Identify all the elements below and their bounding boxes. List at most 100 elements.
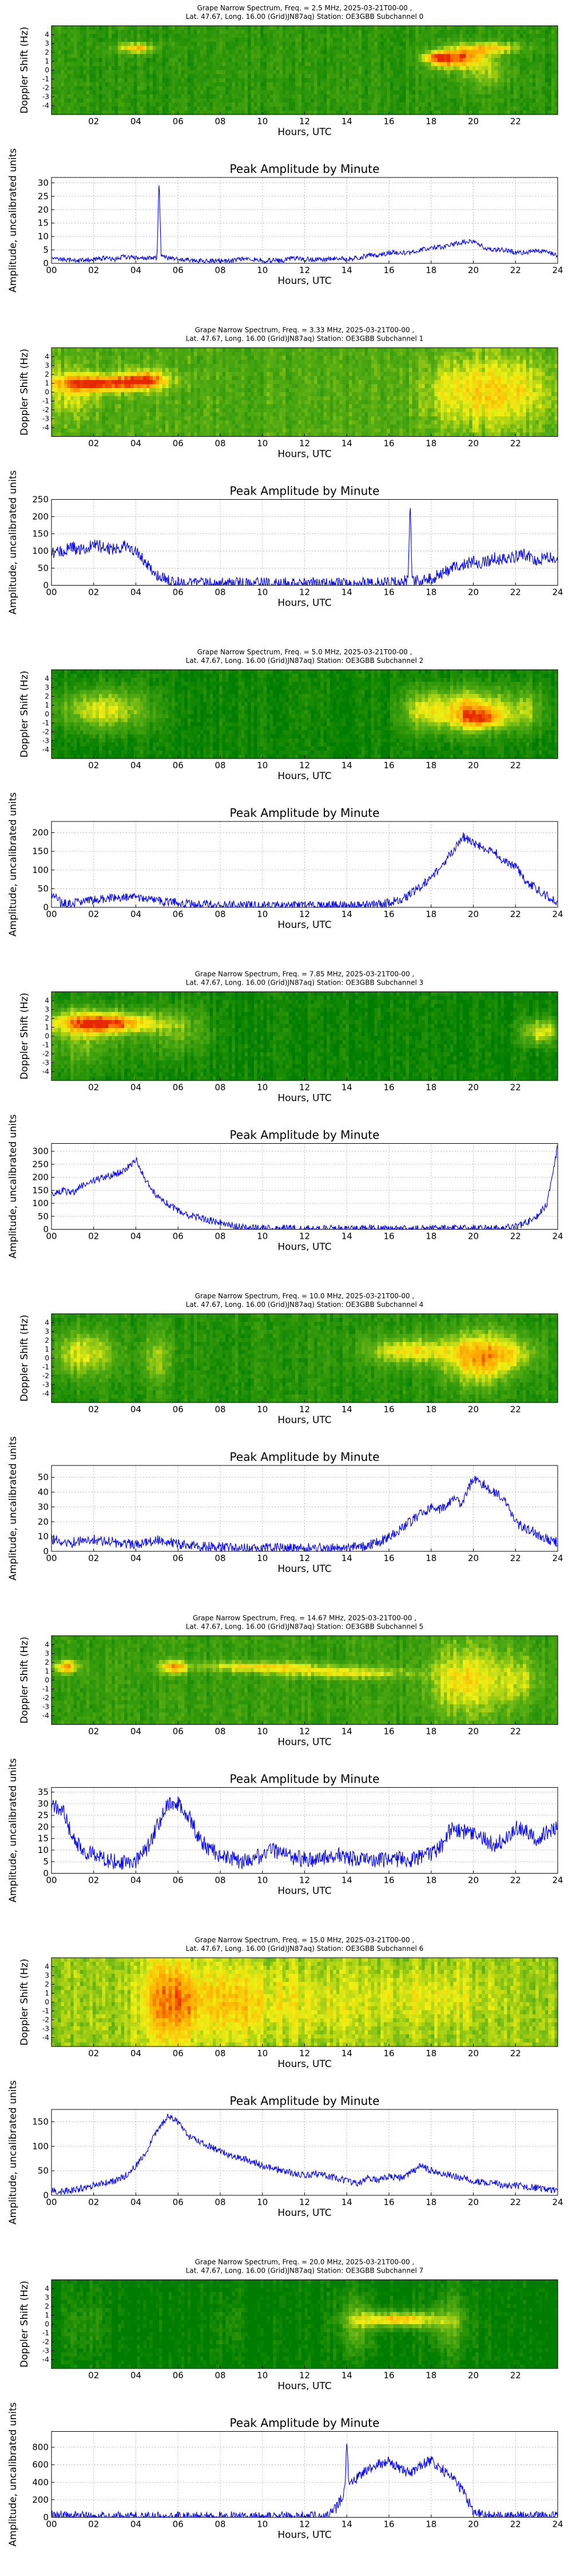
heatmap-cell <box>93 368 96 373</box>
heatmap-cell <box>292 86 295 91</box>
heatmap-cell <box>102 26 106 30</box>
heatmap-cell <box>270 50 273 54</box>
heatmap-cell <box>355 86 359 91</box>
heatmap-cell <box>124 392 128 397</box>
heatmap-cell <box>99 94 102 99</box>
heatmap-cell <box>311 50 315 54</box>
heatmap-cell <box>70 98 74 103</box>
heatmap-cell <box>409 58 412 62</box>
heatmap-cell <box>396 98 400 103</box>
heatmap-cell <box>216 82 220 87</box>
heatmap-cell <box>285 54 289 58</box>
heatmap-cell <box>172 412 175 417</box>
heatmap-cell <box>216 30 220 34</box>
heatmap-cell <box>251 86 254 91</box>
heatmap-cell <box>219 428 223 433</box>
heatmap-cell <box>146 380 150 385</box>
heatmap-cell <box>339 38 343 42</box>
heatmap-cell <box>371 94 375 99</box>
heatmap-cell <box>118 356 121 361</box>
heatmap-cell <box>305 58 308 62</box>
heatmap-cell <box>438 34 441 38</box>
heatmap-cell <box>96 368 99 373</box>
heatmap-cell <box>434 102 438 107</box>
heatmap-cell <box>327 50 330 54</box>
spectrum-title-line1: Grape Narrow Spectrum, Freq. = 3.33 MHz,… <box>195 326 414 334</box>
heatmap-cell <box>61 62 65 66</box>
heatmap-cell <box>276 50 280 54</box>
heatmap-cell <box>520 66 523 70</box>
heatmap-cell <box>105 82 109 87</box>
heatmap-cell <box>70 38 74 42</box>
heatmap-cell <box>223 360 226 365</box>
heatmap-cell <box>80 412 84 417</box>
heatmap-cell <box>190 70 194 75</box>
heatmap-cell <box>178 106 181 111</box>
heatmap-cell <box>112 62 115 66</box>
heatmap-cell <box>368 94 371 99</box>
heatmap-cell <box>482 74 485 79</box>
heatmap-cell <box>422 38 425 42</box>
heatmap-cell <box>96 360 99 365</box>
heatmap-cell <box>330 82 333 87</box>
heatmap-cell <box>216 62 220 66</box>
heatmap-cell <box>55 110 58 115</box>
heatmap-cell <box>393 102 396 107</box>
heatmap-cell <box>184 58 188 62</box>
heatmap-cell <box>368 54 371 58</box>
heatmap-cell <box>99 58 102 62</box>
heatmap-cell <box>102 416 106 421</box>
heatmap-cell <box>93 360 96 365</box>
heatmap-cell <box>273 58 276 62</box>
heatmap-cell <box>438 38 441 42</box>
heatmap-cell <box>67 348 71 353</box>
heatmap-cell <box>89 66 93 70</box>
heatmap-cell <box>235 368 239 373</box>
heatmap-cell <box>121 348 125 353</box>
heatmap-cell <box>99 78 102 83</box>
heatmap-cell <box>67 66 71 70</box>
heatmap-cell <box>238 26 241 30</box>
heatmap-cell <box>447 62 450 66</box>
heatmap-cell <box>70 432 74 437</box>
heatmap-cell <box>219 384 223 389</box>
heatmap-cell <box>190 352 194 357</box>
heatmap-cell <box>118 368 121 373</box>
heatmap-cell <box>124 78 128 83</box>
heatmap-cell <box>368 26 371 30</box>
heatmap-cell <box>308 90 311 95</box>
heatmap-cell <box>165 356 169 361</box>
heatmap-cell <box>55 46 58 50</box>
heatmap-cell <box>248 58 251 62</box>
heatmap-cell <box>485 106 488 111</box>
heatmap-cell <box>200 42 204 46</box>
heatmap-cell <box>431 86 435 91</box>
heatmap-cell <box>61 110 65 115</box>
heatmap-cell <box>320 50 324 54</box>
heatmap-cell <box>219 58 223 62</box>
heatmap-cell <box>102 356 106 361</box>
heatmap-cell <box>225 42 229 46</box>
heatmap-cell <box>285 30 289 34</box>
heatmap-cell <box>67 432 71 437</box>
heatmap-cell <box>55 34 58 38</box>
heatmap-cell <box>74 412 77 417</box>
heatmap-cell <box>128 74 131 79</box>
heatmap-cell <box>244 62 248 66</box>
heatmap-cell <box>165 412 169 417</box>
heatmap-cell <box>365 86 368 91</box>
heatmap-cell <box>162 110 166 115</box>
heatmap-cell <box>197 110 200 115</box>
heatmap-cell <box>181 416 185 421</box>
heatmap-cell <box>210 400 213 405</box>
heatmap-cell <box>403 86 406 91</box>
heatmap-cell <box>128 50 131 54</box>
heatmap-cell <box>456 46 460 50</box>
heatmap-cell <box>86 384 90 389</box>
heatmap-cell <box>225 420 229 425</box>
heatmap-cell <box>507 74 511 79</box>
heatmap-cell <box>61 348 65 353</box>
heatmap-cell <box>162 412 166 417</box>
heatmap-cell <box>146 396 150 401</box>
heatmap-cell <box>64 416 67 421</box>
